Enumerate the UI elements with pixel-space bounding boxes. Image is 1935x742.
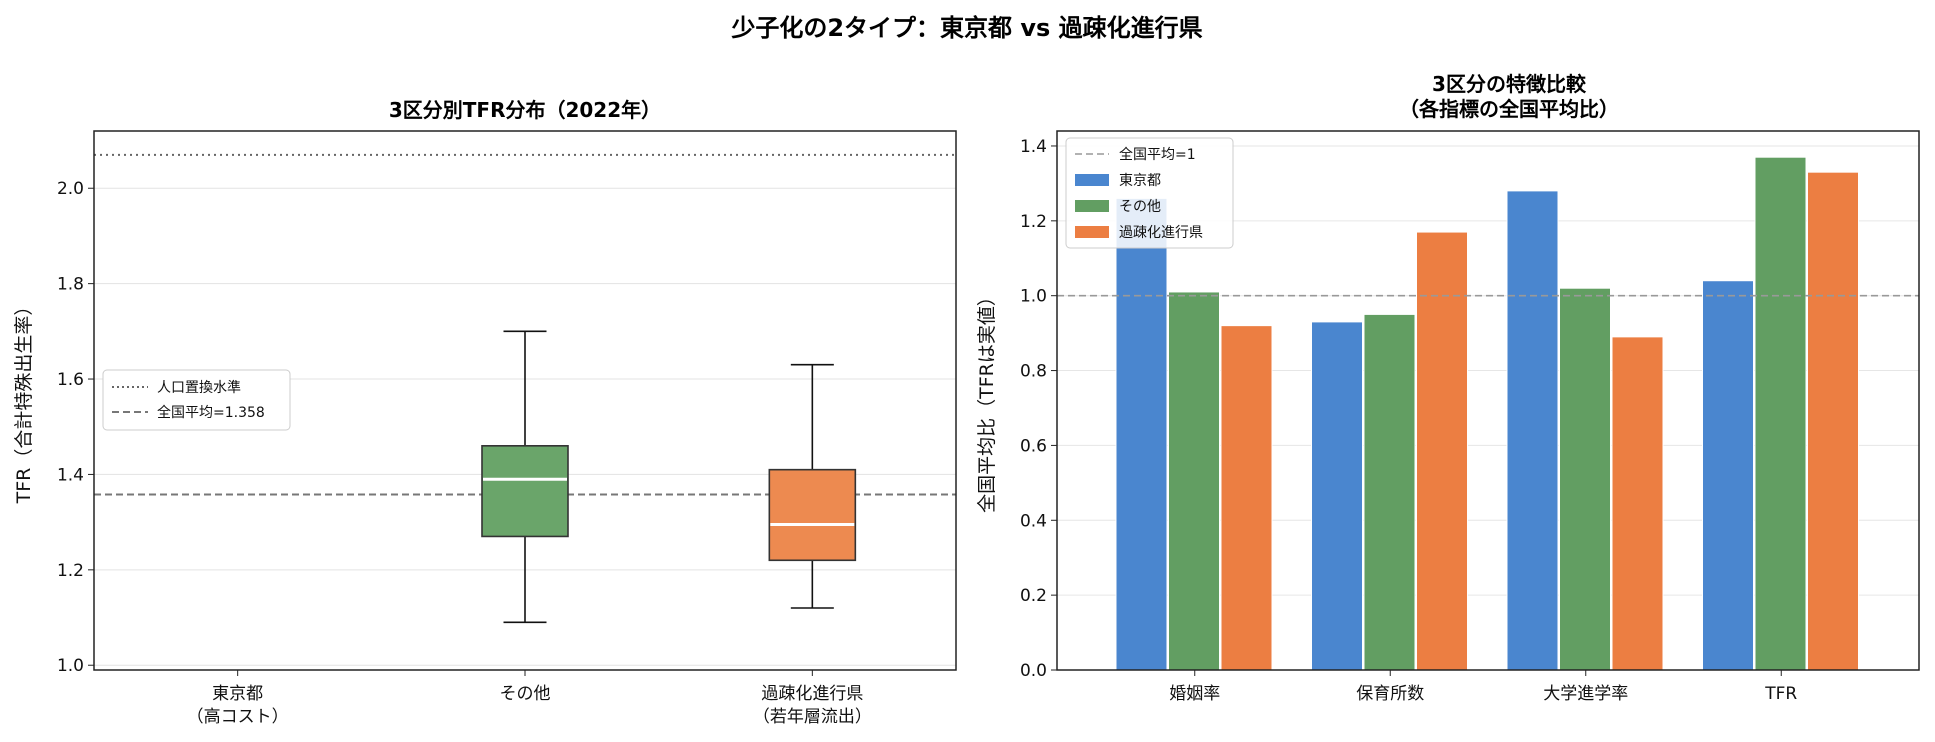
bar: [1754, 156, 1807, 671]
legend-label: 東京都: [1119, 173, 1161, 189]
bar: [1702, 280, 1754, 671]
legend-national-average-label: 全国平均=1.358: [157, 404, 265, 421]
x-tick-label: TFR: [1764, 684, 1797, 704]
bar-chart-panel: 3区分の特徴比較 （各指標の全国平均比） 0.0 0.2 0.4 0.6 0.8 1.0 1…: [976, 72, 1920, 704]
box-plot-y-ticks: 1.0 1.2 1.4 1.6 1.8 2.0: [57, 179, 94, 676]
bar-chart-frame: [1056, 130, 1920, 671]
x-tick-label: 過疎化進行県: [761, 684, 863, 704]
y-tick-label: 0.2: [1020, 586, 1047, 606]
y-tick-label: 1.4: [57, 465, 84, 485]
bar: [1363, 313, 1416, 671]
bar: [1416, 231, 1468, 671]
bar-chart-title-line2: （各指標の全国平均比）: [1399, 97, 1619, 121]
legend-swatch: [1075, 226, 1109, 238]
box-plot-x-ticks: 東京都 （高コスト） その他 過疎化進行県 （若年層流出）: [187, 670, 872, 727]
box-plot-legend: 人口置換水準 全国平均=1.358: [102, 369, 291, 431]
box-plot-title: 3区分別TFR分布（2022年）: [389, 98, 661, 122]
y-tick-label: 0.6: [1020, 436, 1047, 456]
x-tick-label: 大学進学率: [1543, 684, 1628, 704]
y-tick-label: 1.0: [1020, 287, 1047, 307]
legend-label: 過疎化進行県: [1119, 225, 1203, 241]
bar-chart-legend-frame: [1065, 137, 1234, 249]
bar-chart-y-ticks: 0.0 0.2 0.4 0.6 0.8 1.0 1.2 1.4: [1020, 137, 1057, 681]
bar: [1311, 321, 1363, 671]
y-tick-label: 1.2: [1020, 212, 1047, 232]
box-plot-boxes: [481, 330, 857, 624]
figure-title: 少子化の2タイプ：東京都 vs 過疎化進行県: [730, 14, 1202, 42]
box: [481, 445, 569, 538]
bar: [1115, 197, 1168, 671]
legend-label: その他: [1119, 199, 1161, 215]
y-tick-label: 1.2: [57, 561, 84, 581]
box: [768, 468, 857, 562]
bar-chart-title-line1: 3区分の特徴比較: [1432, 72, 1587, 96]
x-tick-label-sub: （高コスト）: [187, 707, 289, 727]
y-tick-label: 0.0: [1020, 661, 1047, 681]
box-plot-y-axis-label: TFR（合計特殊出生率）: [13, 297, 35, 505]
bar: [1807, 171, 1859, 671]
y-tick-label: 1.6: [57, 370, 84, 390]
legend-swatch: [1075, 174, 1109, 186]
y-tick-label: 1.8: [57, 275, 84, 295]
bar: [1220, 325, 1273, 671]
x-tick-label: 東京都: [212, 684, 263, 704]
x-tick-label: 婚姻率: [1169, 684, 1220, 704]
box-plot-panel: 3区分別TFR分布（2022年） 1.0 1.2 1.4 1.6 1.8 2.0 東京都 （…: [13, 98, 957, 727]
y-tick-label: 2.0: [57, 179, 84, 199]
x-tick-label: 保育所数: [1356, 684, 1424, 704]
bar-chart-y-axis-label: 全国平均比（TFRは実値）: [976, 287, 998, 513]
x-tick-label-sub: （若年層流出）: [753, 707, 872, 727]
box-plot-legend-frame: [102, 369, 291, 431]
bar-chart-bars: [1115, 156, 1859, 671]
y-tick-label: 1.0: [57, 656, 84, 676]
bar: [1611, 336, 1664, 671]
bar: [1506, 190, 1559, 671]
y-tick-label: 1.4: [1020, 137, 1047, 157]
x-tick-label: その他: [500, 684, 551, 704]
bar-chart-x-ticks: 婚姻率 保育所数 大学進学率 TFR: [1169, 670, 1797, 704]
bar: [1168, 291, 1220, 671]
legend-national-average-label: 全国平均=1: [1119, 146, 1196, 163]
legend-swatch: [1075, 200, 1109, 212]
y-tick-label: 0.4: [1020, 511, 1047, 531]
legend-replacement-label: 人口置換水準: [157, 380, 241, 396]
bar: [1559, 287, 1611, 671]
y-tick-label: 0.8: [1020, 362, 1047, 382]
